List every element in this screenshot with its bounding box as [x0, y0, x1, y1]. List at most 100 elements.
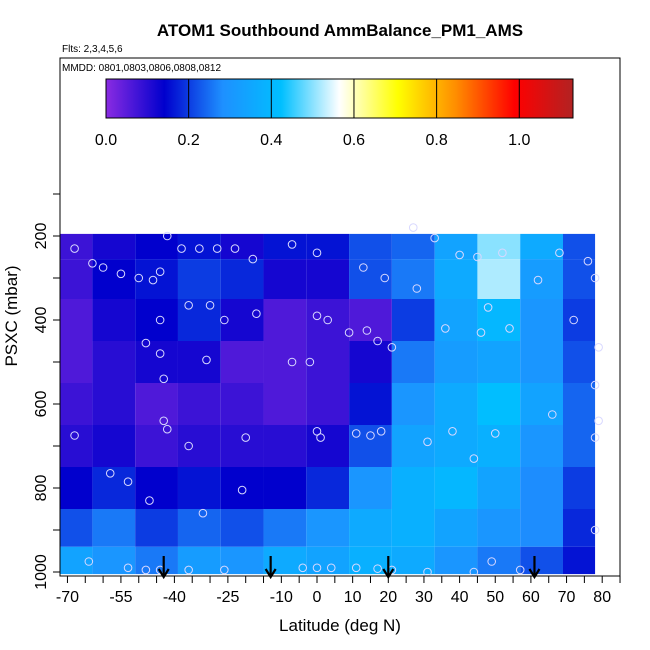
- heatmap-cell: [562, 467, 596, 509]
- heatmap-cell: [177, 383, 221, 425]
- sample-point: [230, 244, 240, 253]
- sample-point: [441, 324, 450, 333]
- sample-point: [177, 244, 186, 253]
- x-tick-label: -10: [270, 589, 293, 606]
- heatmap-cell: [60, 509, 93, 547]
- heatmap-cell: [92, 341, 136, 383]
- x-tick-label: -40: [163, 589, 186, 606]
- heatmap-cell: [92, 425, 136, 467]
- y-tick-label: 200: [33, 223, 50, 250]
- heatmap-cell: [520, 383, 563, 425]
- colorbar-tick-label: 0.2: [178, 132, 200, 149]
- y-tick-label: 400: [33, 307, 50, 334]
- flights-note: Flts: 2,3,4,5,6: [62, 44, 123, 55]
- x-axis: -70 -55 -40 -25 -10 0 10 20 30 40 50 60 70 80: [56, 576, 621, 606]
- sample-point: [387, 343, 397, 352]
- heatmap-cell: [477, 233, 521, 260]
- heatmap-cell: [391, 383, 435, 425]
- colorbar: 0.0 0.2 0.4 0.6 0.8 1.0: [95, 78, 574, 149]
- sample-point: [590, 273, 600, 283]
- x-tick-label: 40: [451, 589, 469, 606]
- sample-point: [594, 343, 603, 352]
- heatmap-cell: [306, 341, 350, 383]
- heatmap-cell: [92, 383, 136, 425]
- sample-point: [70, 431, 79, 440]
- heatmap-layer: [60, 233, 596, 575]
- sample-point: [88, 259, 97, 268]
- sample-point: [155, 267, 165, 277]
- heatmap-cell: [391, 509, 435, 547]
- sample-point: [184, 565, 193, 575]
- sample-point: [473, 252, 482, 262]
- heatmap-cell: [92, 233, 136, 260]
- plot-frame: [59, 57, 621, 577]
- colorbar-tick-label: 0.8: [425, 132, 447, 149]
- sample-point: [298, 563, 308, 573]
- x-tick-label: 0: [313, 589, 322, 606]
- heatmap-cell: [349, 233, 392, 260]
- heatmap-cell: [306, 259, 350, 299]
- heatmap-cell: [92, 259, 136, 299]
- sample-point: [141, 338, 151, 348]
- heatmap-cell: [263, 383, 307, 425]
- sample-point: [241, 433, 250, 442]
- heatmap-cell: [92, 509, 136, 547]
- sample-point: [316, 433, 325, 442]
- sample-point: [312, 427, 322, 436]
- heatmap-cell: [220, 341, 264, 383]
- sample-point: [359, 263, 368, 272]
- heatmap-cell: [349, 259, 392, 299]
- sample-point: [287, 240, 297, 249]
- heatmap-cell: [434, 383, 478, 425]
- heatmap-cell: [60, 233, 93, 260]
- flight-arrows-layer: [157, 556, 541, 580]
- sample-point: [583, 256, 593, 266]
- flight-arrow-head: [528, 568, 541, 580]
- sample-point: [70, 244, 79, 253]
- heatmap-cell: [306, 233, 350, 260]
- heatmap-cell: [520, 299, 563, 341]
- sample-point: [287, 357, 297, 367]
- heatmap-cell: [263, 341, 307, 383]
- sample-point: [547, 410, 557, 419]
- heatmap-cell: [349, 299, 392, 341]
- sample-point: [515, 565, 525, 575]
- sample-point: [252, 309, 261, 319]
- heatmap-cell: [263, 299, 307, 341]
- heatmap-cell: [562, 233, 596, 260]
- sample-point: [148, 275, 158, 285]
- sample-point: [590, 380, 600, 390]
- sample-point: [123, 563, 133, 573]
- sample-point: [141, 565, 151, 575]
- sample-point: [590, 433, 600, 442]
- heatmap-cell: [434, 259, 478, 299]
- dates-note: MMDD: 0801,0803,0806,0808,0812: [62, 63, 221, 74]
- heatmap-cell: [220, 546, 264, 575]
- heatmap-cell: [391, 341, 435, 383]
- sample-point: [351, 563, 361, 573]
- heatmap-cell: [477, 259, 521, 299]
- heatmap-cell: [220, 259, 264, 299]
- x-tick-label: -55: [109, 589, 132, 606]
- heatmap-cell: [306, 299, 350, 341]
- sample-point: [483, 303, 493, 312]
- sample-point: [105, 469, 115, 478]
- heatmap-cell: [562, 383, 596, 425]
- heatmap-cell: [60, 259, 93, 299]
- heatmap-cell: [135, 425, 178, 467]
- heatmap-cell: [60, 467, 93, 509]
- heatmap-cell: [60, 383, 93, 425]
- sample-point: [430, 233, 439, 243]
- heatmap-cell: [562, 509, 596, 547]
- x-tick-label: -70: [56, 589, 79, 606]
- sample-point: [555, 248, 564, 258]
- sample-point: [134, 273, 144, 283]
- heatmap-cell: [391, 233, 435, 260]
- heatmap-cell: [520, 425, 563, 467]
- flight-arrow-head: [264, 568, 277, 580]
- x-tick-label: 60: [522, 589, 540, 606]
- chart-title: ATOM1 Southbound AmmBalance_PM1_AMS: [157, 21, 523, 40]
- heatmap-cell: [477, 509, 521, 547]
- sample-point: [376, 427, 386, 436]
- sample-point: [155, 315, 165, 325]
